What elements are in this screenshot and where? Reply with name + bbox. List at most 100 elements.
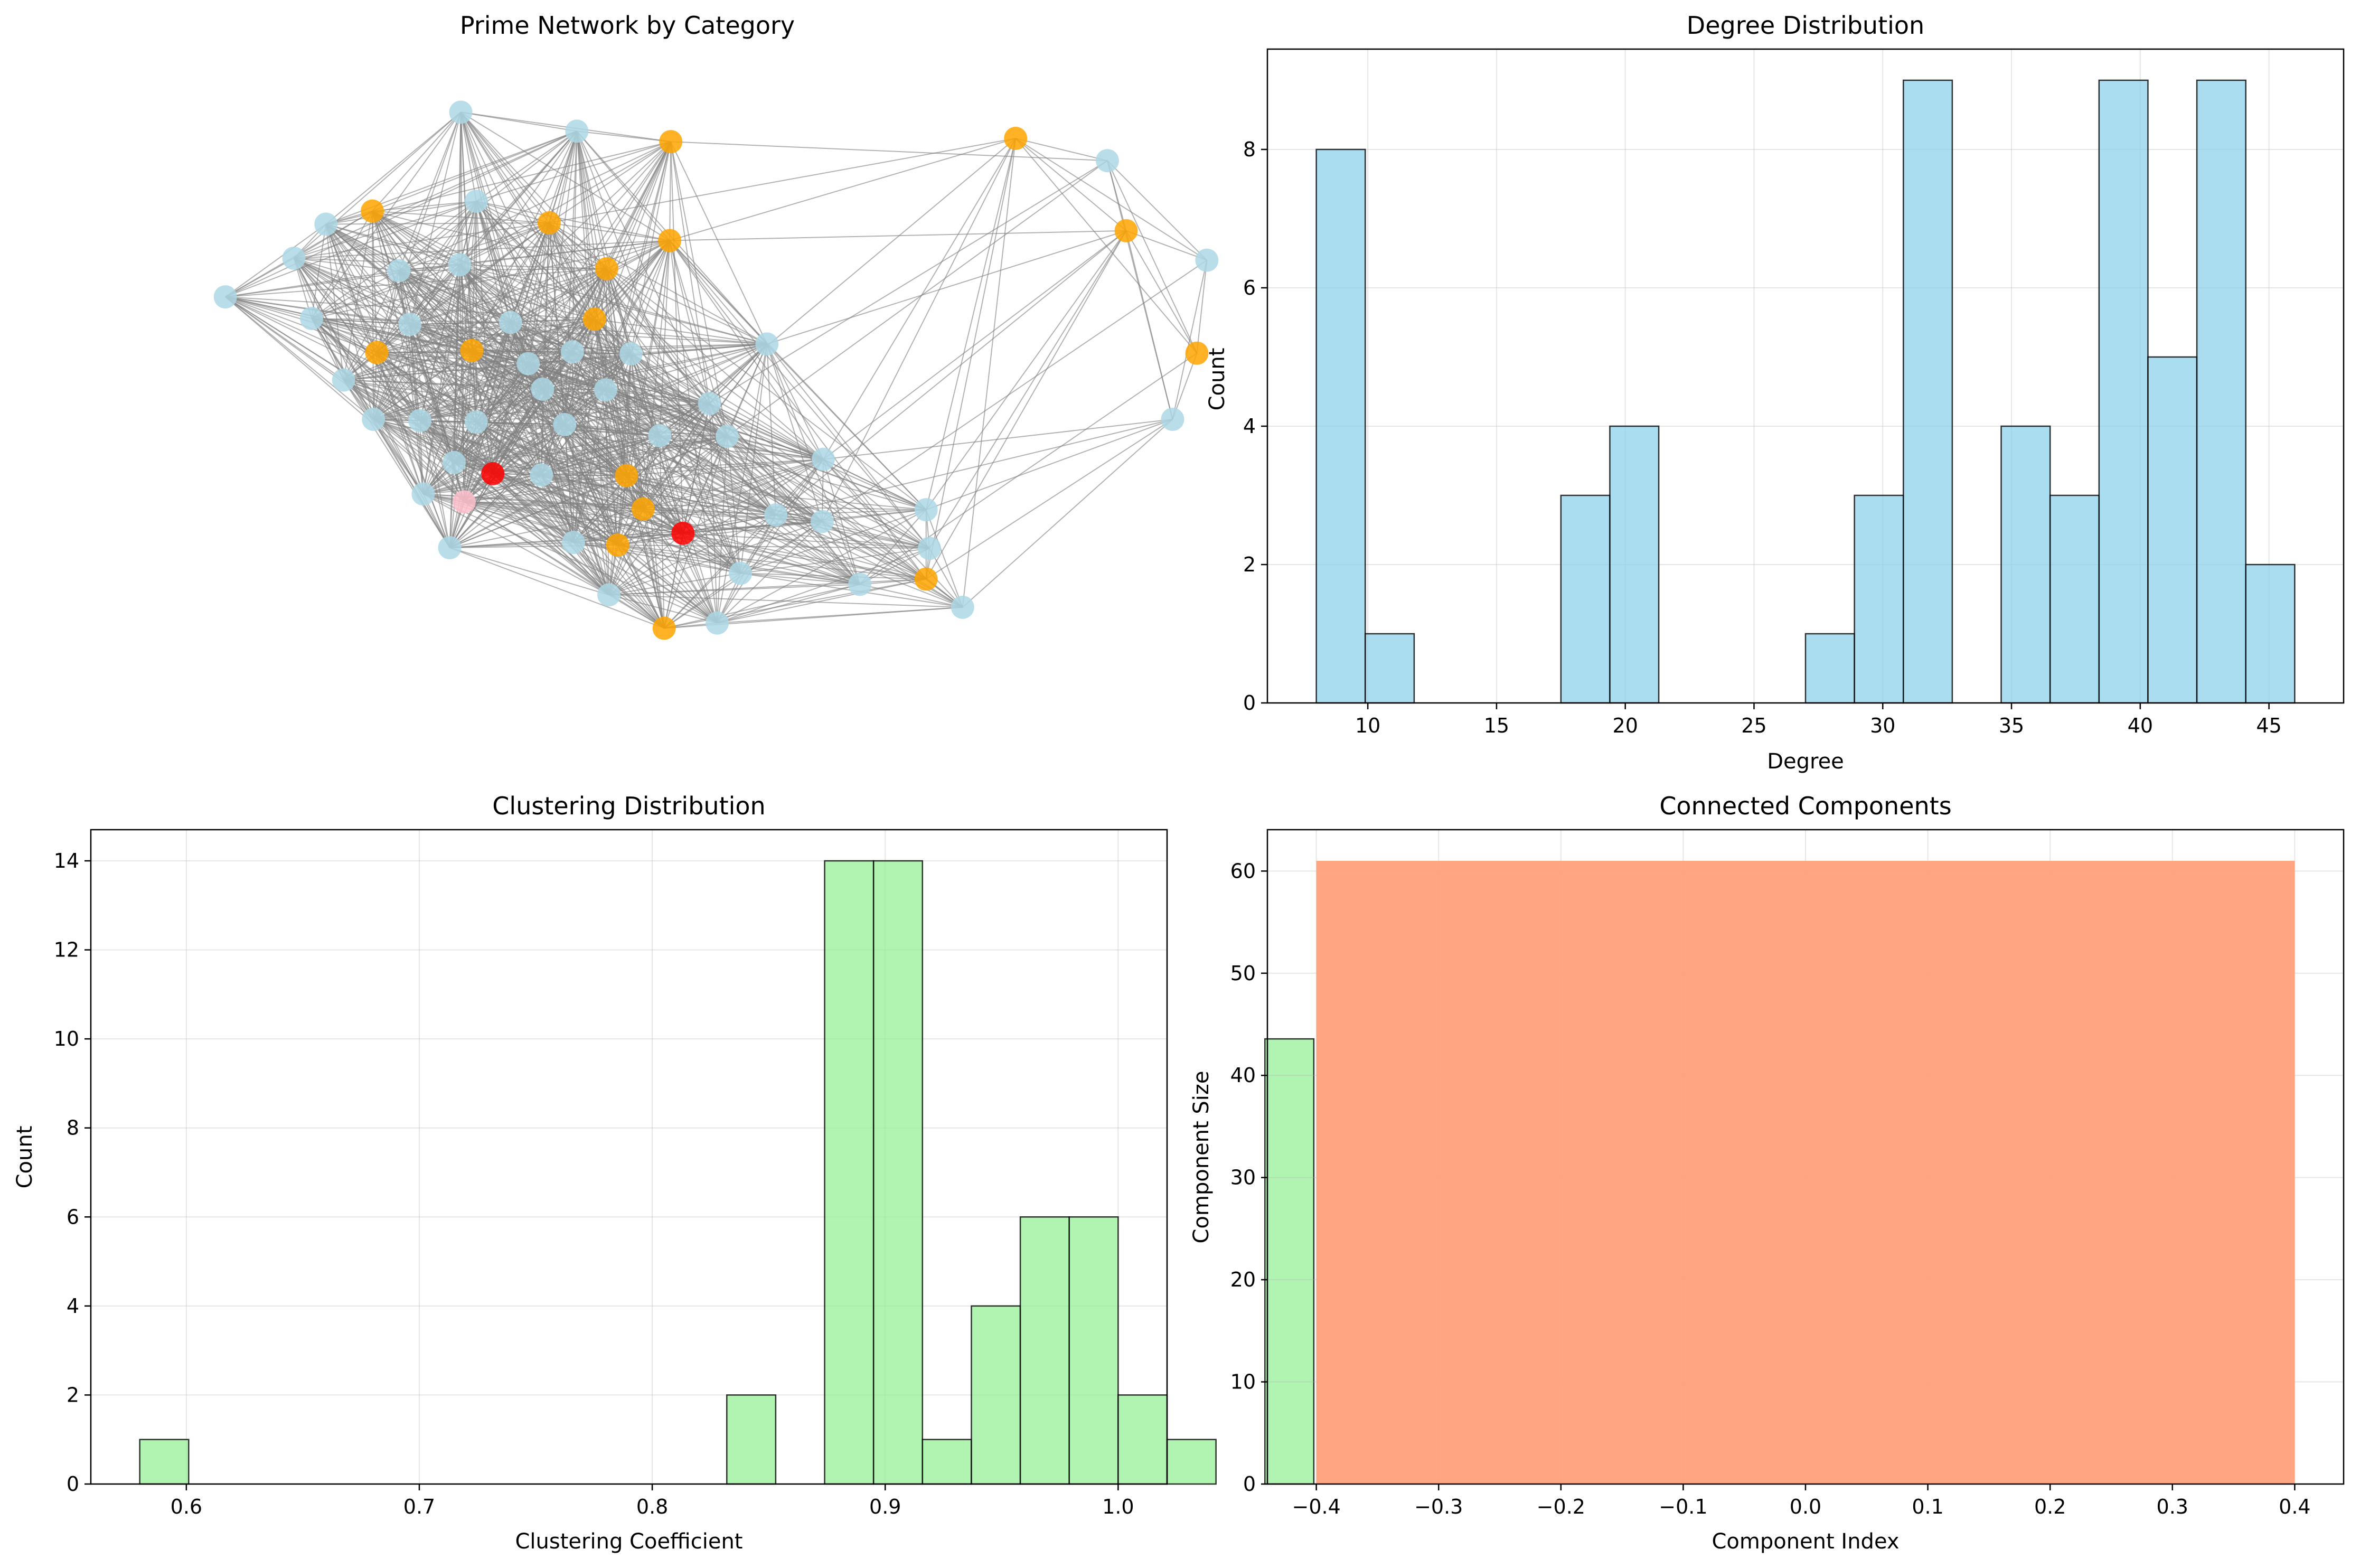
network-edge xyxy=(859,509,927,585)
clustering-xlabel: Clustering Coefficient xyxy=(515,1529,743,1554)
y-tick-label: 14 xyxy=(54,849,79,872)
network-edge xyxy=(717,606,963,624)
x-tick-label: 45 xyxy=(2256,714,2281,737)
network-edge xyxy=(510,141,671,323)
network-edge xyxy=(925,138,1017,510)
network-edge xyxy=(423,493,860,585)
components-ylabel: Component Size xyxy=(1189,1071,1214,1243)
network-edge xyxy=(372,111,462,212)
network-edge xyxy=(608,436,728,595)
network-node xyxy=(299,307,323,331)
network-edge xyxy=(372,210,550,223)
histogram-bar xyxy=(2147,356,2198,704)
x-tick-label: 0.8 xyxy=(636,1495,668,1518)
network-edge xyxy=(459,264,767,345)
network-edge xyxy=(294,222,550,259)
network-edge xyxy=(492,424,565,474)
network-edge xyxy=(476,363,529,422)
network-edge xyxy=(449,542,574,549)
network-edge xyxy=(454,462,823,522)
network-edge xyxy=(565,403,710,425)
component-bar xyxy=(1316,861,2295,1484)
x-tick-label: 1.0 xyxy=(1102,1495,1134,1518)
degree-panel: Degree Distribution 10 15 20 25 30 35 40 45 0 2 4 6… xyxy=(1205,11,2345,774)
histogram-bar xyxy=(922,1439,972,1485)
network-edge xyxy=(962,138,1017,607)
network-edge xyxy=(449,547,609,596)
network-edge xyxy=(492,403,710,474)
network-node xyxy=(438,536,462,560)
network-edge xyxy=(670,230,1126,241)
y-tick-label: 40 xyxy=(1230,1064,1256,1087)
clustering-plot: 0.6 0.7 0.8 0.9 1.0 0 2 4 6 8 10 12 14 xyxy=(54,829,1315,1518)
network-node xyxy=(442,450,466,474)
network-node xyxy=(565,119,589,143)
network-edge xyxy=(343,350,472,381)
network-edge xyxy=(225,296,465,502)
network-node xyxy=(951,595,974,619)
network-edge xyxy=(573,508,644,543)
degree-plot: 10 15 20 25 30 35 40 45 0 2 4 6 8 xyxy=(1243,48,2345,737)
network-edge xyxy=(682,436,728,534)
network-edge xyxy=(464,501,574,543)
network-edge xyxy=(464,475,627,503)
network-edge xyxy=(642,240,671,509)
network-edge xyxy=(573,532,683,543)
network-edge xyxy=(373,419,455,463)
network-node xyxy=(659,130,683,154)
histogram-bar xyxy=(1117,1394,1168,1485)
network-node xyxy=(1095,149,1119,173)
network-edge xyxy=(492,141,672,474)
network-edge xyxy=(670,142,710,404)
network-edge xyxy=(608,532,683,596)
network-edge xyxy=(449,462,455,548)
network-edge xyxy=(573,542,741,574)
y-tick-label: 20 xyxy=(1230,1268,1256,1291)
network-node xyxy=(361,199,384,223)
network-node xyxy=(411,482,435,506)
network-edge xyxy=(671,141,1107,162)
network-edge xyxy=(775,458,824,515)
network-node xyxy=(597,583,621,607)
network-edge xyxy=(564,424,665,628)
network-edge xyxy=(464,501,930,549)
network-edge xyxy=(399,268,607,271)
x-tick-label: −0.1 xyxy=(1659,1495,1707,1518)
network-edge xyxy=(549,222,670,241)
network-edge xyxy=(449,421,477,548)
network-edge xyxy=(343,343,767,381)
network-edge xyxy=(476,141,671,202)
y-tick-label: 0 xyxy=(1243,691,1256,715)
network-edge xyxy=(459,264,595,320)
network-edge xyxy=(823,458,963,608)
network-edge xyxy=(294,258,410,325)
network-edge xyxy=(372,130,577,212)
network-edge xyxy=(459,222,550,266)
network-edge xyxy=(767,230,1126,345)
network-edge xyxy=(776,509,926,516)
histogram-bar xyxy=(1365,633,1415,704)
network-edge xyxy=(740,572,926,580)
network-edge xyxy=(823,230,1127,460)
y-tick-label: 8 xyxy=(1243,138,1256,161)
network-node xyxy=(365,341,389,364)
network-node xyxy=(582,307,606,331)
network-edge xyxy=(399,222,550,271)
network-edge xyxy=(740,548,930,574)
network-node xyxy=(282,246,306,270)
network-edge xyxy=(669,138,1016,241)
network-edge xyxy=(573,542,718,624)
network-edge xyxy=(471,268,607,351)
network-edge xyxy=(925,509,963,608)
network-edge xyxy=(962,419,1173,608)
degree-ylabel: Count xyxy=(1205,348,1229,411)
network-edge xyxy=(1172,260,1208,420)
network-edge xyxy=(577,130,671,143)
network-edge xyxy=(549,138,1016,223)
network-edge xyxy=(617,544,926,580)
network-edge xyxy=(1015,138,1198,354)
y-tick-label: 60 xyxy=(1230,859,1256,882)
network-node xyxy=(1004,127,1028,151)
network-edge xyxy=(775,514,963,608)
network-edge xyxy=(373,324,411,420)
